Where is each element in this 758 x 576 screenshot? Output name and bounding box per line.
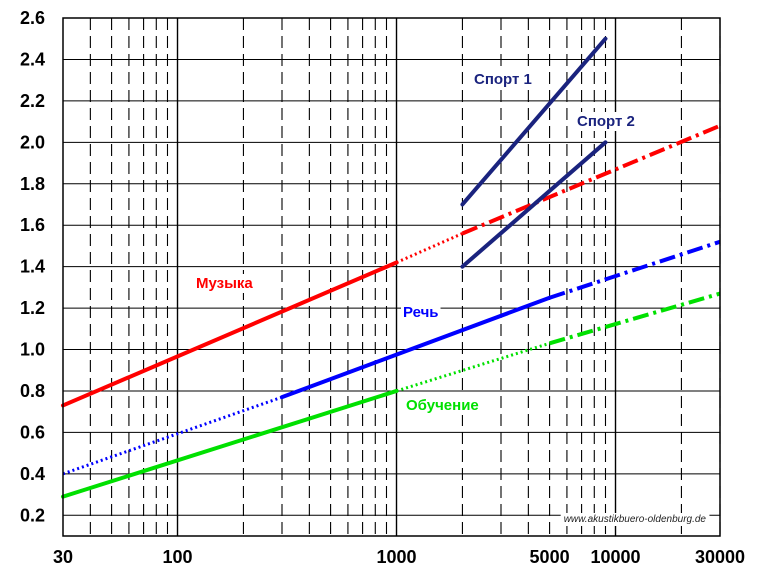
- x-tick-label: 100: [162, 547, 192, 567]
- y-tick-label: 1.2: [20, 298, 45, 318]
- series-line-dashed: [461, 123, 721, 236]
- y-tick-label: 2.6: [20, 8, 45, 28]
- series-line-solid: [61, 388, 399, 499]
- y-tick-label: 1.8: [20, 174, 45, 194]
- plot-frame: [62, 17, 721, 537]
- series-line-dotted: [62, 395, 283, 476]
- series-label: Спорт 1: [474, 71, 532, 88]
- y-tick-label: 2.2: [20, 91, 45, 111]
- y-tick-label: 1.0: [20, 340, 45, 360]
- series-line-dotted: [396, 341, 551, 393]
- grid: [63, 17, 721, 536]
- y-axis-ticks: 0.2 0.4 0.6 0.8 1.0 1.2 1.4 1.6 1.8 2.0 2.2 2.4 2.6: [20, 8, 45, 525]
- series-label: Речь: [403, 304, 439, 321]
- x-tick-label: 30: [53, 547, 73, 567]
- y-tick-label: 1.4: [20, 257, 45, 277]
- series-line-solid: [61, 260, 399, 408]
- series-line-solid: [280, 295, 552, 400]
- series-line-dotted: [395, 232, 464, 264]
- series-label-background: [401, 303, 441, 322]
- series-labels: Музыка Речь Обучение Спорт 1 Спорт 2: [194, 70, 637, 415]
- y-tick-label: 2.4: [20, 49, 45, 69]
- series-label: Обучение: [406, 397, 479, 414]
- y-tick-label: 1.6: [20, 215, 45, 235]
- series-label: Спорт 2: [577, 113, 635, 130]
- series-label-background: [194, 274, 256, 293]
- x-axis-ticks: 30 100 1000 5000 10000 30000: [53, 547, 745, 567]
- x-tick-label: 1000: [376, 547, 416, 567]
- y-tick-label: 0.6: [20, 422, 45, 442]
- x-tick-label: 5000: [530, 547, 570, 567]
- x-tick-label: 30000: [695, 547, 745, 567]
- y-tick-label: 0.4: [20, 464, 45, 484]
- y-tick-label: 0.2: [20, 505, 45, 525]
- series-line-solid: [460, 140, 608, 269]
- series-line-solid: [460, 36, 608, 207]
- series-line-dashed: [548, 239, 721, 300]
- y-tick-label: 0.8: [20, 381, 45, 401]
- series-label: Музыка: [196, 275, 253, 292]
- x-tick-label: 10000: [590, 547, 640, 567]
- watermark: www.akustikbuero-oldenburg.de: [564, 514, 707, 525]
- series-label-background: [404, 396, 481, 415]
- series-label-background: [575, 112, 637, 131]
- series: [61, 36, 721, 499]
- series-label-background: [472, 70, 534, 89]
- watermark-background: [560, 513, 710, 526]
- y-tick-label: 2.0: [20, 132, 45, 152]
- series-line-dashed: [549, 291, 721, 346]
